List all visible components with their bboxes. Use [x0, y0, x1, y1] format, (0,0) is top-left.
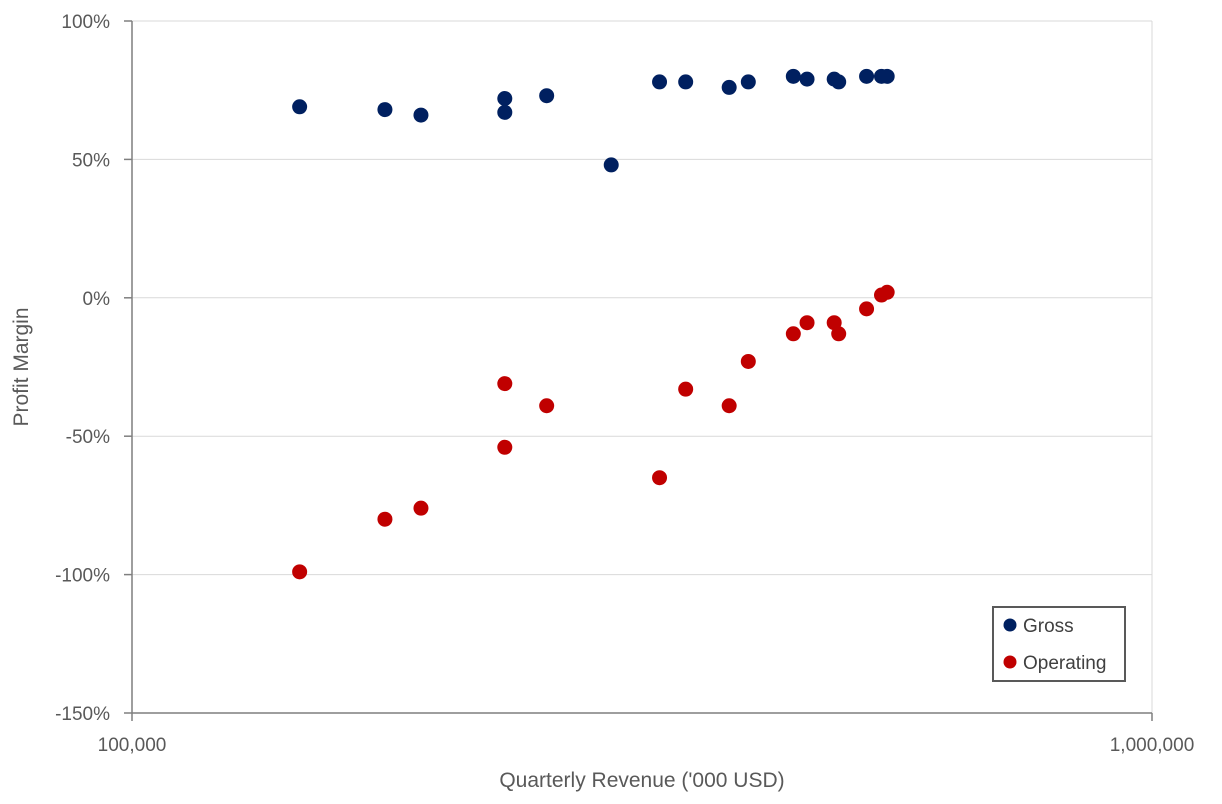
point-operating: [497, 439, 513, 455]
point-gross: [721, 79, 737, 95]
axes: [131, 21, 1152, 714]
x-tick-label: 1,000,000: [1110, 735, 1195, 756]
point-operating: [831, 326, 847, 342]
y-axis-ticks: 100% 50% 0% -50% -100% -150%: [55, 12, 132, 725]
y-tick-label: 0%: [83, 289, 111, 310]
data-points: [292, 68, 895, 580]
y-tick-label: -50%: [66, 427, 110, 448]
point-operating: [539, 398, 555, 414]
point-gross: [497, 104, 513, 120]
point-operating: [785, 326, 801, 342]
point-operating: [377, 511, 393, 527]
x-axis-ticks: 100,000 1,000,000: [98, 713, 1195, 756]
legend-label-gross: Gross: [1023, 616, 1074, 637]
point-operating: [652, 470, 668, 486]
point-operating: [740, 353, 756, 369]
x-tick-label: 100,000: [98, 735, 167, 756]
point-gross: [785, 68, 801, 84]
point-gross: [377, 102, 393, 118]
point-operating: [859, 301, 875, 317]
point-gross: [879, 68, 895, 84]
y-tick-label: -100%: [55, 566, 110, 587]
legend-label-operating: Operating: [1023, 653, 1106, 674]
legend-marker-operating: [1003, 655, 1017, 669]
point-gross: [603, 157, 619, 173]
point-gross: [497, 91, 513, 107]
x-axis-title: Quarterly Revenue ('000 USD): [499, 769, 784, 792]
point-gross: [539, 88, 555, 104]
y-tick-label: 100%: [61, 12, 110, 33]
point-gross: [859, 68, 875, 84]
point-operating: [678, 381, 694, 397]
point-gross: [292, 99, 308, 115]
point-gross: [652, 74, 668, 90]
legend-marker-gross: [1003, 618, 1017, 632]
point-gross: [413, 107, 429, 123]
point-gross: [831, 74, 847, 90]
point-operating: [292, 564, 308, 580]
point-gross: [740, 74, 756, 90]
legend-box: [992, 606, 1126, 682]
point-operating: [497, 376, 513, 392]
point-operating: [879, 284, 895, 300]
y-tick-label: -150%: [55, 704, 110, 725]
legend: Gross Operating: [992, 606, 1126, 682]
y-tick-label: 50%: [72, 150, 110, 171]
point-gross: [799, 71, 815, 87]
point-operating: [799, 315, 815, 331]
point-operating: [721, 398, 737, 414]
point-gross: [678, 74, 694, 90]
y-axis-title: Profit Margin: [10, 307, 33, 426]
point-operating: [413, 500, 429, 516]
